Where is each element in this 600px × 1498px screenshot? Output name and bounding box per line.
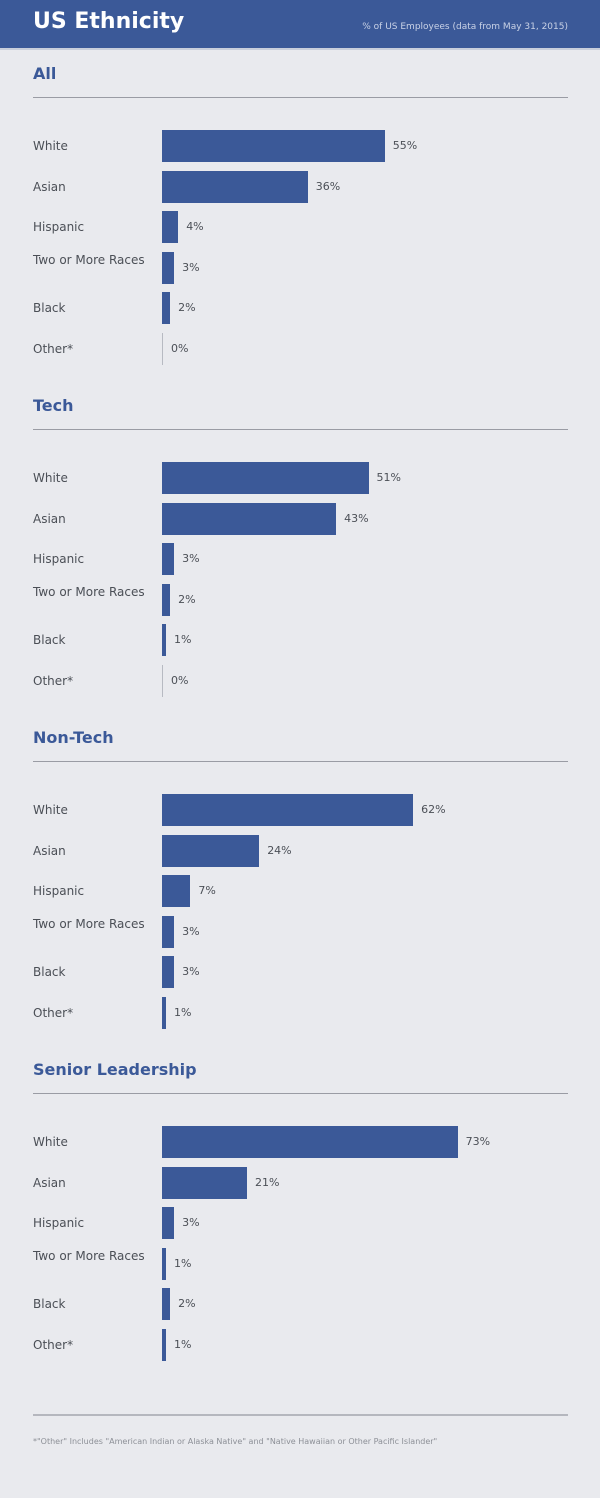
value-label: 3% — [182, 260, 200, 274]
bar — [162, 462, 369, 494]
bar — [162, 624, 167, 656]
value-label: 3% — [182, 924, 200, 938]
value-label: 1% — [174, 1256, 192, 1270]
value-label: 2% — [178, 301, 196, 314]
bar — [162, 583, 171, 616]
bar — [162, 292, 171, 324]
panel-divider — [33, 1093, 568, 1094]
bar — [162, 332, 163, 365]
value-label: 0% — [171, 341, 189, 355]
footnote: *"Other" Includes "American Indian or Al… — [33, 1437, 438, 1446]
header: US Ethnicity % of US Employees (data fro… — [0, 0, 600, 50]
footer-divider — [33, 1414, 568, 1416]
value-label: 3% — [182, 965, 200, 978]
category-label: White — [33, 1135, 68, 1149]
panel-title: Non-Tech — [33, 728, 114, 747]
category-label: Two or More Races — [33, 584, 145, 599]
category-label: Other* — [33, 341, 74, 356]
category-label: Hispanic — [33, 884, 85, 898]
category-label: Asian — [33, 843, 66, 858]
category-label: Black — [33, 633, 66, 647]
bar — [162, 956, 175, 988]
value-label: 55% — [392, 139, 418, 152]
panel-divider — [33, 761, 568, 762]
bar — [162, 130, 385, 162]
category-label: Two or More Races — [33, 1248, 145, 1263]
panel-title: Tech — [33, 396, 74, 415]
category-label: White — [33, 471, 68, 485]
category-label: White — [33, 803, 68, 817]
value-label: 7% — [198, 884, 216, 897]
value-label: 4% — [186, 220, 204, 233]
category-label: Two or More Races — [33, 916, 145, 931]
value-label: 3% — [182, 1216, 200, 1229]
category-label: Black — [33, 301, 66, 315]
bar — [162, 915, 175, 948]
value-label: 2% — [178, 1297, 196, 1310]
bar — [162, 794, 414, 826]
bar — [162, 1247, 167, 1280]
category-label: Other* — [33, 1337, 74, 1352]
bar — [162, 170, 308, 203]
panel-title: All — [33, 64, 57, 83]
bar — [162, 1288, 171, 1320]
bar — [162, 875, 191, 907]
category-label: Black — [33, 1297, 66, 1311]
bar — [162, 996, 167, 1029]
value-label: 0% — [171, 673, 189, 687]
bar — [162, 502, 337, 535]
bar — [162, 1207, 175, 1239]
panel-divider — [33, 429, 568, 430]
category-label: Asian — [33, 511, 66, 526]
category-label: Other* — [33, 673, 74, 688]
bar — [162, 251, 175, 284]
bar — [162, 543, 175, 575]
category-label: Asian — [33, 1175, 66, 1190]
value-label: 36% — [315, 179, 341, 193]
value-label: 2% — [178, 592, 196, 606]
page-subtitle: % of US Employees (data from May 31, 201… — [362, 22, 568, 32]
value-label: 62% — [421, 803, 446, 816]
page-title: US Ethnicity — [33, 9, 185, 34]
value-label: 1% — [174, 1337, 192, 1351]
bar — [162, 211, 179, 243]
value-label: 24% — [267, 843, 292, 857]
category-label: Asian — [33, 179, 66, 194]
value-label: 1% — [174, 633, 192, 646]
bar — [162, 1166, 248, 1199]
bar — [162, 834, 260, 867]
value-label: 73% — [465, 1135, 491, 1148]
category-label: Two or More Races — [33, 252, 145, 267]
bar — [162, 664, 163, 697]
panel-title: Senior Leadership — [33, 1060, 197, 1079]
category-label: Other* — [33, 1005, 74, 1020]
value-label: 43% — [344, 511, 369, 525]
bar — [162, 1126, 458, 1158]
category-label: Black — [33, 965, 66, 979]
value-label: 1% — [174, 1005, 192, 1019]
value-label: 51% — [376, 471, 401, 484]
category-label: Hispanic — [33, 1216, 85, 1230]
value-label: 3% — [182, 552, 200, 565]
bar — [162, 1328, 167, 1361]
category-label: White — [33, 139, 68, 153]
category-label: Hispanic — [33, 220, 85, 234]
panel-divider — [33, 97, 568, 98]
category-label: Hispanic — [33, 552, 85, 566]
value-label: 21% — [255, 1175, 280, 1189]
